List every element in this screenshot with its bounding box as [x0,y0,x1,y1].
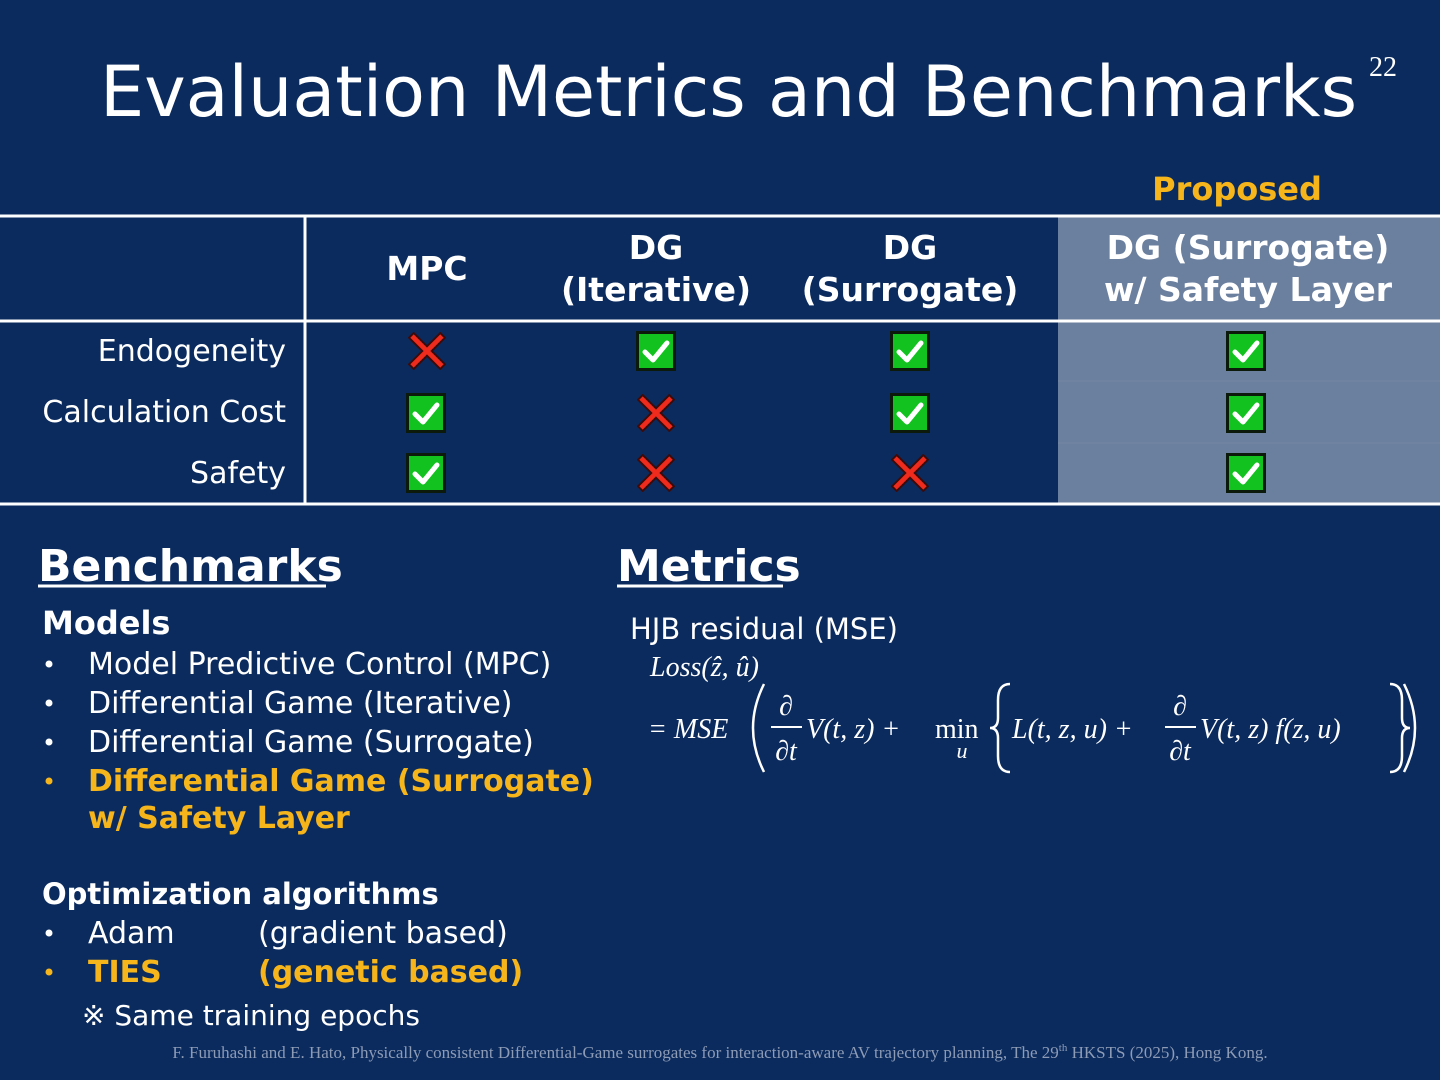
brace [1389,682,1411,774]
check-icon [1228,333,1265,370]
check-icon [638,333,675,370]
column-header: DG (Surrogate) [1107,228,1390,267]
bullet [45,660,53,668]
check-icon [892,395,929,432]
optimizer-note: (genetic based) [258,955,523,990]
citation-text: HKSTS (2025), Hong Kong. [1067,1043,1267,1062]
row-label: Calculation Cost [42,395,286,430]
formula-term: V(t, z) + [806,714,900,745]
frac-den: ∂t [775,736,798,767]
column-header: DG [629,228,683,267]
formula-lhs: Loss(ẑ, û) [649,652,759,683]
model-item: w/ Safety Layer [88,801,350,836]
model-item: Differential Game (Surrogate) [88,764,594,799]
frac-num: ∂ [779,691,793,722]
metrics-heading: Metrics [617,541,801,592]
page-number: 22 [1369,52,1397,83]
citation-sup: th [1059,1042,1068,1054]
column-header: DG [883,228,937,267]
model-item: Differential Game (Surrogate) [88,725,534,760]
formula-min: min [935,714,979,745]
model-item: Model Predictive Control (MPC) [88,647,551,682]
model-item: Differential Game (Iterative) [88,686,512,721]
frac-den: ∂t [1169,736,1192,767]
row-label: Endogeneity [98,334,286,369]
benchmarks-heading: Benchmarks [38,541,343,592]
optimizer-name: Adam [88,916,175,951]
column-header: (Iterative) [561,270,751,309]
brace [989,682,1011,774]
citation-text: F. Furuhashi and E. Hato, Physically con… [172,1043,1058,1062]
check-icon [408,395,445,432]
optim-heading: Optimization algorithms [42,877,439,911]
row-label: Safety [190,456,286,491]
metric-label: HJB residual (MSE) [630,612,898,646]
column-header: w/ Safety Layer [1104,270,1393,309]
bullet [45,738,53,746]
paren [1402,683,1417,773]
column-header: MPC [386,249,467,288]
optimizer-list: Adam (gradient based) TIES (genetic based) [45,916,523,990]
optimizer-note: (gradient based) [258,916,508,951]
bullet [45,777,53,785]
row-labels: Endogeneity Calculation Cost Safety [42,334,286,491]
optimizer-name: TIES [88,955,162,990]
footnote: ※ Same training epochs [82,999,420,1032]
formula-min-sub: u [957,738,968,763]
models-heading: Models [42,604,170,642]
check-icon [408,455,445,492]
formula-term: L(t, z, u) + [1011,714,1133,745]
frac-num: ∂ [1173,691,1187,722]
bullet [45,699,53,707]
models-list: Model Predictive Control (MPC) Differenti… [45,647,594,836]
formula-eq: = MSE [648,714,728,745]
formula-term: V(t, z) f(z, u) [1200,714,1341,745]
proposed-label: Proposed [1152,170,1322,208]
title: Evaluation Metrics and Benchmarks [100,51,1357,133]
paren [751,683,766,773]
check-icon [1228,395,1265,432]
bullet [45,929,53,937]
citation: F. Furuhashi and E. Hato, Physically con… [172,1042,1267,1062]
check-icon [1228,455,1265,492]
check-icon [892,333,929,370]
column-header: (Surrogate) [802,270,1019,309]
bullet [45,968,53,976]
